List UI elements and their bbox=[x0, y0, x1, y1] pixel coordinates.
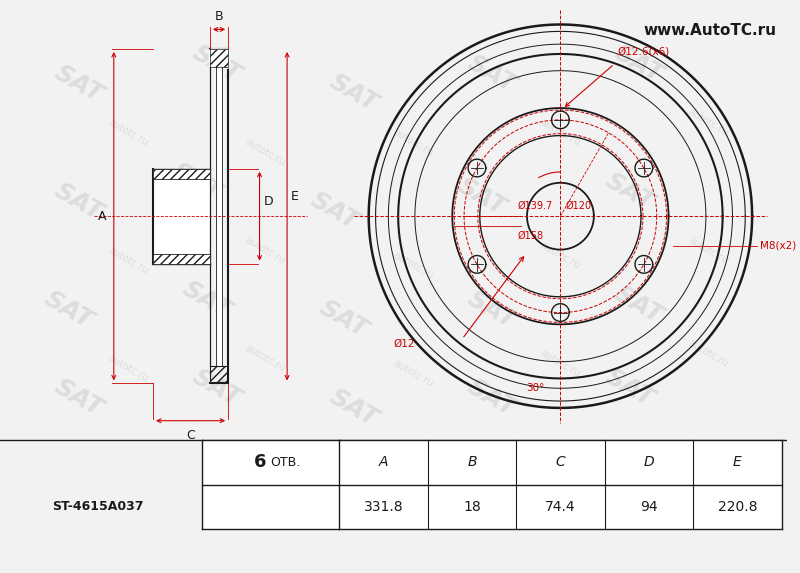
Text: www.AutoTC.ru: www.AutoTC.ru bbox=[644, 22, 777, 37]
Text: B: B bbox=[467, 456, 477, 469]
Text: SAT: SAT bbox=[188, 41, 245, 87]
Text: SAT: SAT bbox=[50, 60, 107, 107]
Polygon shape bbox=[210, 49, 228, 67]
Text: SAT: SAT bbox=[50, 375, 107, 422]
Text: autotc.ru: autotc.ru bbox=[106, 117, 150, 148]
Text: Ø12: Ø12 bbox=[394, 339, 414, 349]
Text: 6: 6 bbox=[254, 453, 266, 472]
Text: D: D bbox=[643, 456, 654, 469]
Text: SAT: SAT bbox=[610, 41, 667, 87]
Text: SAT: SAT bbox=[315, 296, 373, 343]
Text: B: B bbox=[214, 10, 223, 22]
Polygon shape bbox=[210, 49, 228, 67]
Polygon shape bbox=[210, 49, 228, 67]
Text: autotc.ru: autotc.ru bbox=[391, 358, 434, 389]
Text: E: E bbox=[291, 190, 299, 203]
Text: autotc.ru: autotc.ru bbox=[244, 137, 287, 168]
Text: SAT: SAT bbox=[168, 158, 225, 205]
Text: SAT: SAT bbox=[601, 168, 658, 215]
Text: SAT: SAT bbox=[40, 286, 98, 333]
Polygon shape bbox=[210, 49, 228, 67]
Text: Ø120: Ø120 bbox=[566, 201, 591, 211]
Text: autotc.ru: autotc.ru bbox=[538, 348, 582, 379]
Text: autotc.ru: autotc.ru bbox=[538, 117, 582, 148]
Text: SAT: SAT bbox=[610, 281, 667, 328]
Polygon shape bbox=[210, 49, 228, 67]
Text: SAT: SAT bbox=[178, 276, 235, 323]
Text: Ø12.6(x6): Ø12.6(x6) bbox=[618, 47, 670, 57]
Text: 74.4: 74.4 bbox=[545, 500, 576, 514]
Text: Ø139.7: Ø139.7 bbox=[518, 201, 553, 211]
Text: SAT: SAT bbox=[601, 365, 658, 411]
Polygon shape bbox=[202, 441, 339, 529]
Text: autotc.ru: autotc.ru bbox=[686, 235, 730, 266]
Bar bbox=[153, 169, 210, 179]
Text: autotc.ru: autotc.ru bbox=[686, 107, 730, 138]
Text: autotc.ru: autotc.ru bbox=[391, 127, 434, 158]
Text: autotc.ru: autotc.ru bbox=[686, 339, 730, 370]
Text: A: A bbox=[378, 456, 388, 469]
Text: SAT: SAT bbox=[50, 178, 107, 225]
Text: SAT: SAT bbox=[306, 188, 362, 235]
Text: autotc.ru: autotc.ru bbox=[106, 245, 150, 276]
Text: C: C bbox=[555, 456, 566, 469]
Text: D: D bbox=[263, 195, 273, 209]
Text: C: C bbox=[186, 429, 195, 442]
Text: autotc.ru: autotc.ru bbox=[244, 343, 287, 374]
Polygon shape bbox=[210, 49, 228, 67]
Bar bbox=[210, 366, 228, 383]
Bar bbox=[153, 254, 210, 264]
Text: Ø158: Ø158 bbox=[518, 231, 544, 241]
Text: autotc.ru: autotc.ru bbox=[538, 240, 582, 271]
Text: autotc.ru: autotc.ru bbox=[106, 353, 150, 384]
Bar bbox=[210, 49, 228, 67]
Text: E: E bbox=[733, 456, 742, 469]
Text: SAT: SAT bbox=[463, 286, 520, 333]
Text: SAT: SAT bbox=[188, 365, 245, 411]
Polygon shape bbox=[153, 179, 210, 254]
Text: SAT: SAT bbox=[326, 70, 382, 117]
Text: 30°: 30° bbox=[526, 383, 545, 393]
Text: A: A bbox=[98, 210, 106, 223]
Text: SAT: SAT bbox=[463, 375, 520, 422]
Text: M8(x2): M8(x2) bbox=[760, 241, 796, 251]
Text: 94: 94 bbox=[640, 500, 658, 514]
Polygon shape bbox=[216, 67, 222, 366]
Text: 331.8: 331.8 bbox=[364, 500, 403, 514]
Text: 18: 18 bbox=[463, 500, 481, 514]
Polygon shape bbox=[210, 49, 228, 67]
Text: autotc.ru: autotc.ru bbox=[244, 235, 287, 266]
Polygon shape bbox=[339, 441, 782, 529]
Polygon shape bbox=[210, 49, 228, 67]
Text: SAT: SAT bbox=[326, 384, 382, 431]
Text: SAT: SAT bbox=[454, 173, 510, 220]
Text: ОТВ.: ОТВ. bbox=[270, 456, 300, 469]
Text: 220.8: 220.8 bbox=[718, 500, 757, 514]
Text: SAT: SAT bbox=[463, 50, 520, 97]
Text: ST-4615A037: ST-4615A037 bbox=[53, 500, 144, 513]
Text: autotc.ru: autotc.ru bbox=[391, 250, 434, 281]
